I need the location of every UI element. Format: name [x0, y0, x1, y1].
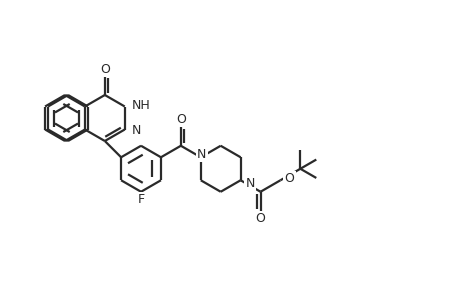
- Text: O: O: [100, 63, 110, 76]
- Text: N: N: [131, 124, 141, 137]
- Text: NH: NH: [131, 99, 150, 112]
- Text: F: F: [137, 193, 144, 206]
- Text: O: O: [255, 212, 265, 225]
- Text: O: O: [175, 113, 185, 126]
- Text: O: O: [284, 172, 294, 185]
- Text: N: N: [245, 177, 254, 190]
- Text: N: N: [196, 148, 206, 161]
